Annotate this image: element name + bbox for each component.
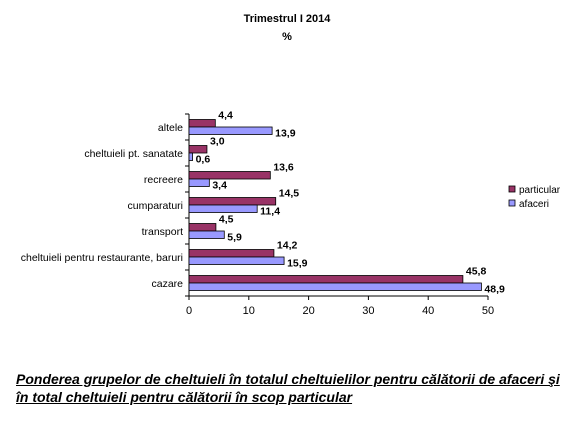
category-label: cheltuieli pentru restaurante, baruri bbox=[21, 252, 183, 264]
x-tick-label: 30 bbox=[362, 305, 374, 317]
legend-label-afaceri: afaceri bbox=[519, 199, 549, 210]
chart-title: Trimestrul I 2014 bbox=[244, 13, 332, 25]
category-label: cheltuieli pt. sanatate bbox=[84, 148, 183, 160]
data-label-particular: 14,2 bbox=[277, 240, 298, 252]
bar-particular bbox=[188, 145, 208, 154]
plot-area: 0 10 20 30 40 50 altele 4,4 13,9 cheltuieli pt. s… bbox=[21, 110, 505, 318]
data-label-particular: 14,5 bbox=[279, 188, 300, 200]
chart-subtitle: % bbox=[282, 31, 292, 43]
data-label-particular: 13,6 bbox=[273, 162, 294, 174]
data-label-afaceri: 13,9 bbox=[275, 128, 296, 140]
data-label-particular: 4,5 bbox=[219, 214, 234, 226]
chart-caption: Ponderea grupelor de cheltuieli în total… bbox=[16, 371, 560, 405]
legend-swatch-particular bbox=[508, 185, 516, 193]
legend-label-particular: particular bbox=[519, 185, 561, 196]
data-label-particular: 3,0 bbox=[210, 136, 225, 148]
bar-particular bbox=[188, 249, 275, 258]
x-tick-label: 40 bbox=[422, 305, 434, 317]
bar-particular bbox=[188, 223, 217, 232]
legend: particular afaceri bbox=[508, 185, 561, 210]
bar-afaceri bbox=[188, 230, 225, 239]
x-tick-label: 20 bbox=[302, 305, 314, 317]
bar-afaceri bbox=[188, 126, 273, 135]
data-label-afaceri: 5,9 bbox=[227, 232, 242, 244]
bar-particular bbox=[188, 197, 277, 206]
bar-afaceri bbox=[188, 282, 482, 291]
data-label-afaceri: 3,4 bbox=[212, 180, 227, 192]
bar-afaceri bbox=[188, 204, 258, 213]
legend-swatch-afaceri bbox=[508, 199, 516, 207]
bar-afaceri bbox=[188, 178, 210, 187]
category-label: transport bbox=[142, 226, 184, 238]
data-label-particular: 4,4 bbox=[218, 110, 233, 122]
data-label-afaceri: 0,6 bbox=[196, 154, 211, 166]
bar-particular bbox=[188, 171, 271, 180]
bar-afaceri bbox=[188, 256, 285, 265]
bar-particular bbox=[188, 119, 216, 128]
data-label-afaceri: 11,4 bbox=[260, 206, 280, 218]
category-label: cumparaturi bbox=[128, 200, 183, 212]
data-label-particular: 45,8 bbox=[466, 266, 487, 278]
category-label: cazare bbox=[151, 278, 183, 290]
data-label-afaceri: 48,9 bbox=[484, 284, 505, 296]
bar-afaceri bbox=[188, 152, 193, 161]
category-label: recreere bbox=[144, 174, 183, 186]
category-label: altele bbox=[158, 122, 183, 134]
x-tick-label: 50 bbox=[482, 305, 494, 317]
x-tick-label: 0 bbox=[186, 305, 192, 317]
bar-particular bbox=[188, 275, 464, 284]
data-label-afaceri: 15,9 bbox=[287, 258, 308, 270]
x-tick-label: 10 bbox=[243, 305, 255, 317]
